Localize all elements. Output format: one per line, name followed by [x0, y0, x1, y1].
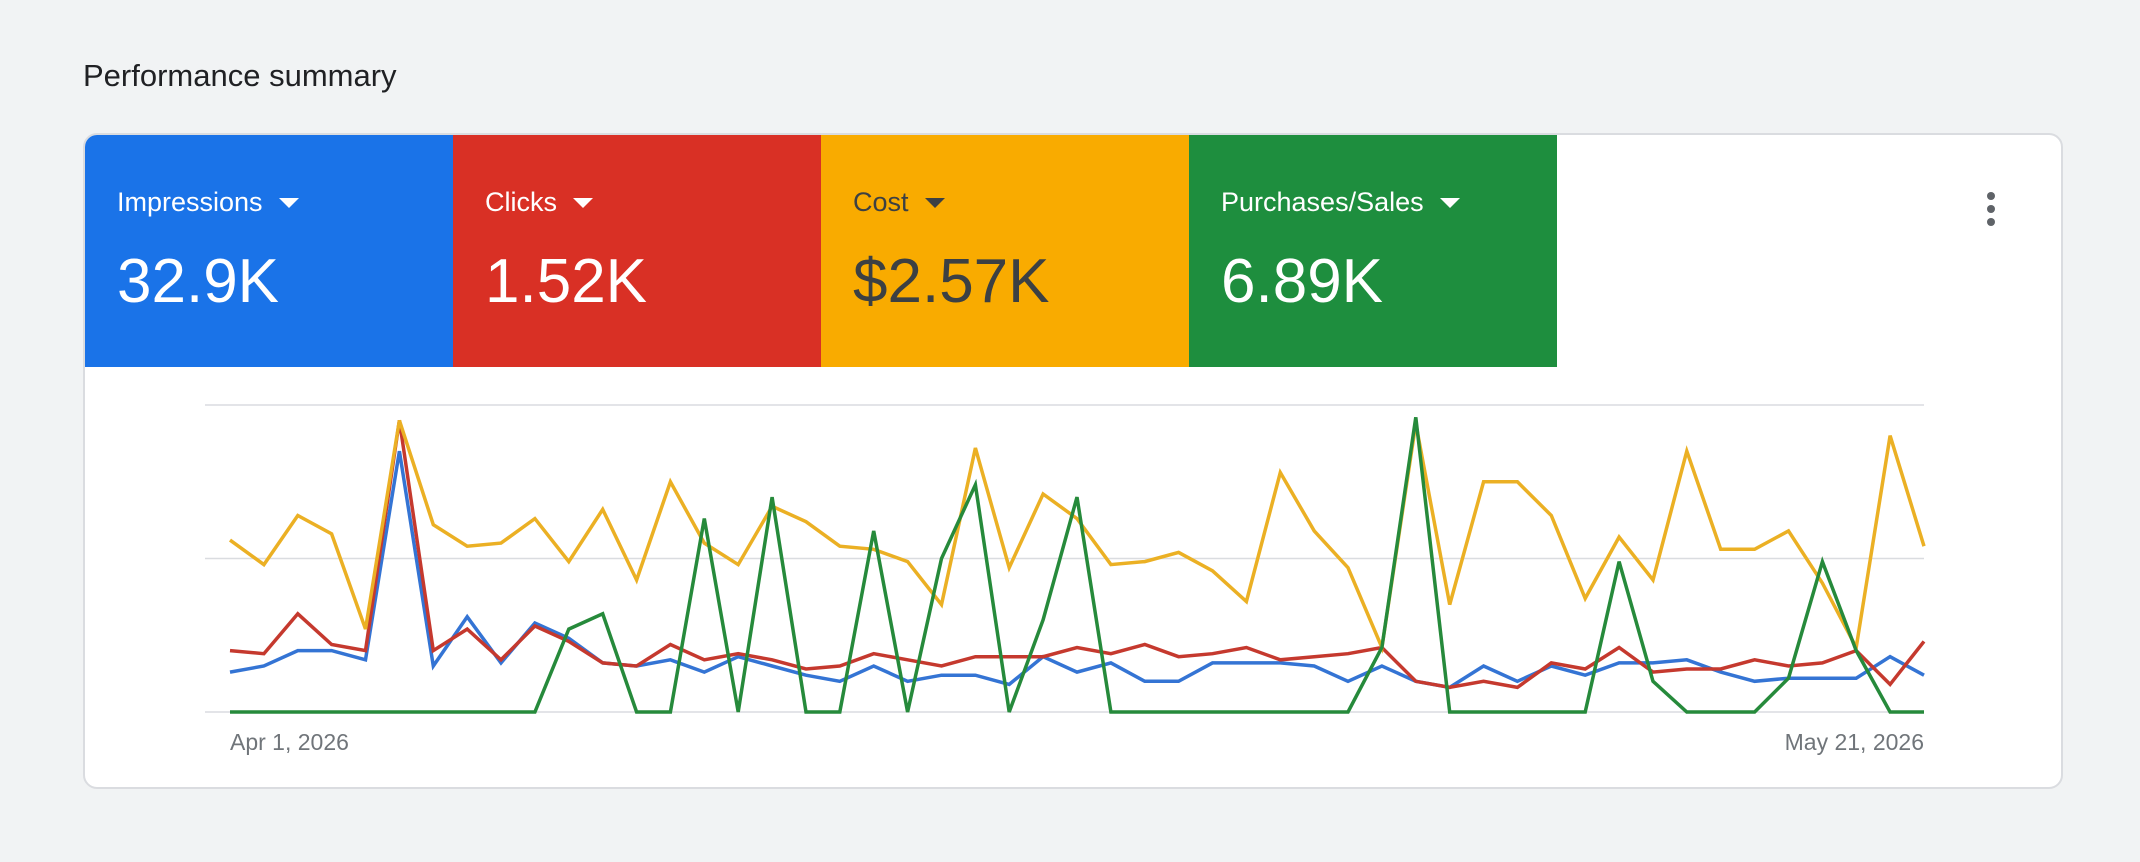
series-line-purchases-sales — [230, 417, 1924, 714]
more-vert-icon — [1987, 192, 1995, 200]
metric-value-purchases-sales: 6.89K — [1221, 247, 1384, 316]
more-vert-icon-dot — [1987, 218, 1995, 226]
metric-value-clicks: 1.52K — [485, 247, 648, 316]
metric-value-impressions: 32.9K — [117, 247, 280, 316]
metric-selector-clicks[interactable]: Clicks — [485, 185, 821, 219]
dropdown-arrow-icon — [573, 198, 593, 208]
metric-tile-purchases-sales[interactable]: Purchases/Sales 6.89K — [1189, 135, 1557, 367]
metric-value-cost: $2.57K — [853, 247, 1050, 316]
metric-tile-impressions[interactable]: Impressions 32.9K — [85, 135, 453, 367]
metric-label-impressions: Impressions — [117, 187, 263, 217]
performance-line-chart: Apr 1, 2026 May 21, 2026 — [205, 404, 1926, 755]
dropdown-arrow-icon — [924, 198, 945, 208]
metric-label-cost: Cost — [853, 187, 909, 217]
metric-tiles: Impressions 32.9K Clicks 1.52K Cost $2.5… — [85, 135, 1557, 367]
series-line-cost — [228, 419, 1926, 654]
metric-tile-clicks[interactable]: Clicks 1.52K — [453, 135, 821, 367]
more-vert-icon-dot — [1987, 205, 1995, 213]
metric-selector-cost[interactable]: Cost — [853, 185, 1189, 219]
x-axis-end-label: May 21, 2026 — [1785, 729, 1924, 755]
series-line-clicks — [229, 420, 1926, 690]
x-axis-start-label: Apr 1, 2026 — [230, 729, 349, 755]
performance-card: Impressions 32.9K Clicks 1.52K Cost $2.5… — [83, 133, 2063, 789]
page-title: Performance summary — [83, 58, 397, 93]
dropdown-arrow-icon — [1439, 198, 1460, 208]
metric-selector-purchases-sales[interactable]: Purchases/Sales — [1221, 185, 1557, 219]
chart-series — [228, 417, 1926, 714]
metric-label-clicks: Clicks — [485, 187, 557, 217]
metric-label-purchases-sales: Purchases/Sales — [1221, 187, 1424, 217]
metric-selector-impressions[interactable]: Impressions — [117, 185, 453, 219]
dropdown-arrow-icon — [278, 198, 299, 208]
metric-tile-cost[interactable]: Cost $2.57K — [821, 135, 1189, 367]
series-line-impressions — [229, 450, 1925, 690]
more-options-button[interactable] — [1973, 185, 2009, 233]
